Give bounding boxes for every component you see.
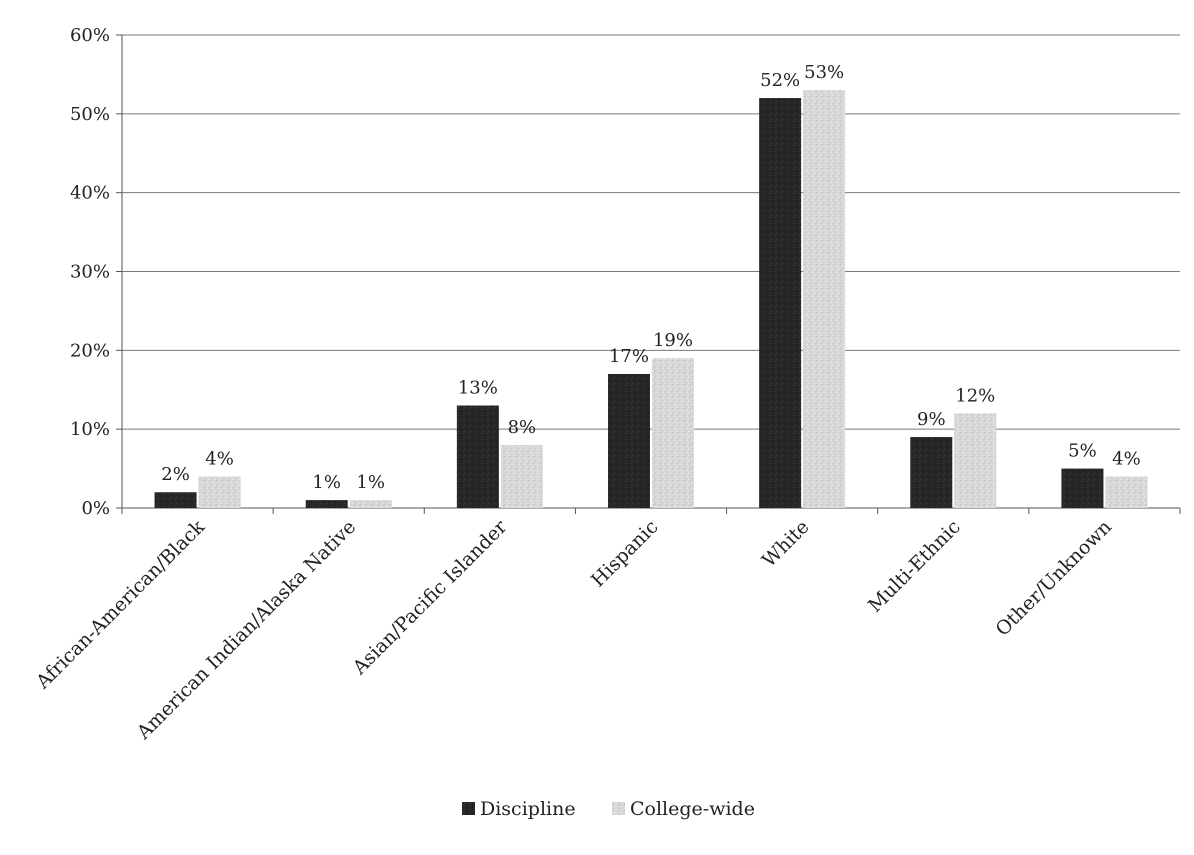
- x-tick-label: White: [758, 516, 814, 572]
- x-tick-label: Hispanic: [587, 516, 663, 592]
- bars: [154, 90, 1148, 509]
- bar-discipline: [154, 492, 197, 508]
- legend-label: Discipline: [480, 798, 576, 820]
- data-label: 13%: [458, 378, 498, 399]
- data-label: 17%: [609, 346, 649, 367]
- bar-college-wide: [500, 444, 543, 508]
- y-tick-label: 10%: [70, 419, 110, 440]
- y-tick-label: 50%: [70, 104, 110, 125]
- data-label: 2%: [161, 464, 190, 485]
- gridlines: [122, 34, 1180, 430]
- y-tick-label: 0%: [81, 498, 110, 519]
- data-label: 4%: [205, 448, 234, 469]
- data-label: 1%: [356, 472, 385, 493]
- data-labels: 2% 4% 1% 1% 13% 8% 17%19% 52% 53% 9% 12% 5% 4%: [161, 62, 1140, 493]
- bar-discipline: [910, 437, 953, 508]
- x-tick-label: Asian/Pacific Islander: [348, 515, 512, 679]
- data-label: 52%: [760, 70, 800, 91]
- y-tick-label: 40%: [70, 183, 110, 204]
- data-label: 12%: [955, 385, 995, 406]
- y-tick-label: 20%: [70, 340, 110, 361]
- bar-college-wide: [652, 358, 694, 508]
- data-label: 19%: [653, 330, 693, 351]
- legend-swatch: [462, 802, 475, 815]
- legend: Discipline College-wide: [462, 798, 755, 820]
- bar-discipline: [305, 500, 348, 508]
- y-tick-label: 60%: [70, 25, 110, 46]
- data-label: 5%: [1068, 441, 1097, 462]
- legend-label: College-wide: [630, 798, 755, 820]
- x-tick-label: Other/Unknown: [991, 516, 1116, 641]
- bar-discipline: [759, 98, 802, 509]
- bar-college-wide: [954, 413, 997, 508]
- x-tick-label: African-American/Black: [31, 516, 209, 694]
- bar-discipline: [456, 405, 499, 508]
- x-tick-label: Multi-Ethnic: [864, 516, 965, 617]
- bar-college-wide: [198, 476, 241, 508]
- bar-college-wide: [1105, 476, 1148, 508]
- bar-college-wide: [349, 500, 392, 508]
- bar-college-wide: [803, 90, 846, 508]
- y-tick-label: 30%: [70, 262, 110, 283]
- axes: 0% 10% 20% 30% 40% 50% 60%: [70, 25, 1181, 519]
- bar-discipline: [1061, 468, 1104, 508]
- data-label: 8%: [508, 417, 537, 438]
- bar-discipline: [608, 373, 650, 508]
- data-label: 1%: [312, 472, 341, 493]
- data-label: 4%: [1112, 448, 1141, 469]
- legend-swatch: [612, 802, 625, 815]
- data-label: 53%: [804, 62, 844, 83]
- data-label: 9%: [917, 409, 946, 430]
